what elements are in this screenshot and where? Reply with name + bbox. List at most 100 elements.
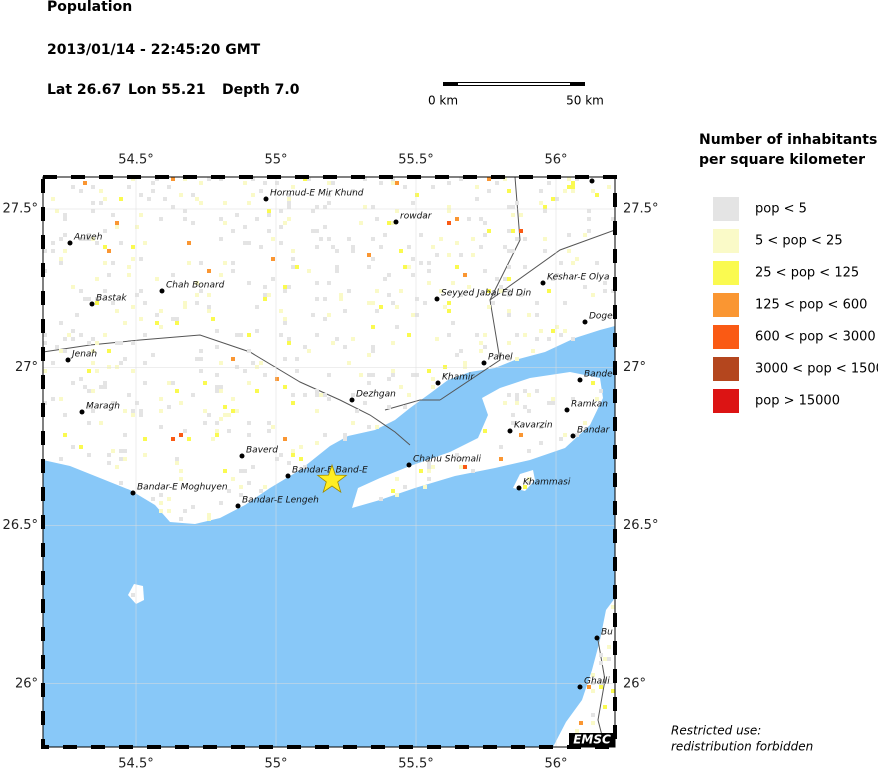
population-cell [391, 373, 395, 377]
population-cell [247, 381, 251, 385]
population-cell [391, 369, 395, 373]
population-cell [515, 393, 519, 397]
population-cell [515, 401, 519, 405]
population-cell [219, 273, 223, 277]
population-cell [471, 253, 475, 257]
population-cell [211, 437, 215, 441]
population-cell [71, 285, 75, 289]
place-dot [577, 684, 583, 690]
population-cells [43, 177, 615, 745]
population-cell [271, 425, 275, 429]
population-cell [599, 681, 603, 685]
population-cell [91, 349, 95, 353]
population-cell [199, 289, 203, 293]
population-cell [511, 213, 515, 217]
population-cell [427, 269, 431, 273]
population-cell [367, 373, 371, 377]
population-cell [143, 437, 147, 441]
legend-label: 25 < pop < 125 [755, 266, 859, 281]
population-cell [127, 185, 131, 189]
population-cell [87, 297, 91, 301]
population-cell [431, 377, 435, 381]
legend-swatch [713, 197, 739, 221]
population-cell [43, 341, 47, 345]
population-cell [335, 265, 339, 269]
population-cell [83, 181, 87, 185]
population-cell [231, 477, 235, 481]
population-cell [131, 593, 135, 597]
population-cell [87, 389, 91, 393]
population-cell [95, 301, 99, 305]
population-cell [403, 265, 407, 269]
population-cell [251, 465, 255, 469]
population-cell [87, 369, 91, 373]
population-cell [167, 381, 171, 385]
population-cell [151, 353, 155, 357]
population-cell [159, 325, 163, 329]
population-cell [483, 429, 487, 433]
place-label: Khamir [442, 373, 475, 383]
population-cell [387, 273, 391, 277]
population-cell [43, 333, 47, 337]
place-label: Hormud-E Mir Khund [270, 189, 364, 199]
population-cell [223, 405, 227, 409]
population-cell [143, 453, 147, 457]
population-cell [135, 401, 139, 405]
population-cell [291, 393, 295, 397]
population-cell [271, 277, 275, 281]
population-cell [371, 257, 375, 261]
population-cell [287, 341, 291, 345]
population-cell [395, 209, 399, 213]
population-cell [107, 461, 111, 465]
population-cell [87, 237, 91, 241]
population-cell [527, 409, 531, 413]
population-cell [207, 177, 211, 181]
population-cell [199, 201, 203, 205]
place-label: Bu [601, 628, 613, 638]
population-cell [311, 313, 315, 317]
population-cell [351, 421, 355, 425]
place-label: Maragh [86, 402, 120, 412]
population-cell [59, 349, 63, 353]
population-cell [203, 381, 207, 385]
population-cell [131, 369, 135, 373]
population-cell [147, 197, 151, 201]
population-cell [187, 241, 191, 245]
population-cell [183, 305, 187, 309]
legend-label: 600 < pop < 3000 [755, 330, 876, 345]
population-cell [591, 689, 595, 693]
place-label: Jenah [70, 350, 97, 360]
population-cell [591, 293, 595, 297]
population-cell [239, 493, 243, 497]
population-cell [479, 341, 483, 345]
population-cell [487, 289, 491, 293]
population-cell [267, 213, 271, 217]
population-cell [63, 233, 67, 237]
lon-tick-label: 54.5° [118, 153, 153, 168]
population-cell [607, 645, 611, 649]
population-cell [339, 293, 343, 297]
population-cell [571, 261, 575, 265]
population-cell [267, 229, 271, 233]
population-cell [507, 189, 511, 193]
population-cell [199, 357, 203, 361]
population-cell [367, 301, 371, 305]
population-cell [119, 481, 123, 485]
population-cell [171, 273, 175, 277]
place-label: Bandar-E Moghuyen [137, 483, 228, 493]
place-dot [582, 319, 588, 325]
population-cell [459, 253, 463, 257]
population-cell [551, 397, 555, 401]
population-cell [327, 313, 331, 317]
population-cell [175, 461, 179, 465]
place-label: Seyyed Jabal Ed Din [441, 289, 531, 299]
population-cell [431, 185, 435, 189]
population-cell [215, 385, 219, 389]
population-cell [499, 445, 503, 449]
population-cell [203, 409, 207, 413]
population-cell [419, 233, 423, 237]
population-cell [315, 229, 319, 233]
population-cell [287, 461, 291, 465]
population-cell [59, 457, 63, 461]
population-cell [143, 301, 147, 305]
